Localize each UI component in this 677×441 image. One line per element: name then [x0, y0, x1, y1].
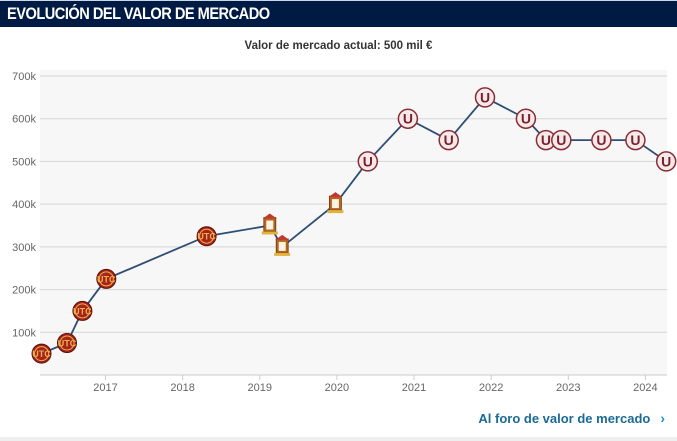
crest-letter: U [363, 153, 373, 169]
gridlines [40, 75, 667, 333]
forum-link-label: Al foro de valor de mercado [478, 410, 651, 426]
x-tick-label: 2020 [325, 382, 349, 394]
crest-ring [199, 228, 215, 244]
data-point[interactable]: U [515, 108, 537, 129]
section-header: Evolución del valor de mercado [0, 0, 677, 27]
crest-ring [98, 271, 114, 287]
x-tick-label: 2023 [556, 382, 580, 394]
universitario-crest-icon [438, 129, 459, 151]
crest-window [266, 220, 274, 230]
crest-letter: U [444, 132, 454, 148]
crest-letters: UTC [32, 349, 51, 359]
data-point[interactable]: U [397, 108, 419, 129]
crest-window [278, 241, 286, 251]
data-point[interactable] [261, 213, 278, 235]
y-tick-label: 200k [12, 285, 36, 297]
y-tick-label: 300k [12, 242, 36, 254]
current-market-value: Valor de mercado actual: 500 mil € [244, 40, 433, 52]
data-point[interactable]: U [591, 129, 612, 151]
crest-letter: U [556, 132, 566, 148]
crest-letters: UTC [197, 232, 216, 242]
x-tick-label: 2024 [633, 382, 657, 394]
data-point[interactable]: UTC [196, 226, 217, 247]
crest-roof [262, 213, 277, 219]
y-axis: 100k 200k 300k 400k 500k 600k 700k [12, 71, 36, 339]
data-point[interactable]: U [655, 151, 677, 172]
crest-letter: U [630, 132, 640, 148]
x-tick-label: 2021 [402, 382, 426, 394]
crest-base [274, 252, 291, 256]
data-point[interactable] [274, 234, 291, 256]
crest-ring [59, 335, 75, 351]
crest-letter: U [403, 111, 413, 127]
data-point[interactable]: U [625, 129, 646, 151]
y-tick-label: 700k [12, 71, 36, 83]
plot-background [40, 70, 667, 375]
data-point[interactable]: UTC [96, 268, 117, 289]
x-axis: 2017 2018 2019 2020 2021 2022 2023 2024 [40, 374, 667, 394]
universitario-crest-icon [655, 151, 677, 172]
data-point[interactable]: U [438, 129, 459, 151]
crest-ring [74, 303, 90, 319]
crest-letters: UTC [58, 339, 77, 349]
crest-letter: U [521, 111, 531, 127]
crest-letter: U [541, 132, 551, 148]
y-tick-label: 600k [12, 114, 36, 126]
universitario-crest-icon [625, 129, 646, 151]
data-point[interactable]: U [357, 151, 379, 172]
y-tick-label: 400k [12, 199, 36, 211]
data-point[interactable]: U [551, 129, 572, 151]
crest-base [261, 231, 278, 235]
crest-window [331, 199, 339, 209]
x-tick-label: 2017 [93, 382, 117, 394]
universitario-crest-icon [474, 87, 496, 108]
x-tick-label: 2022 [479, 382, 503, 394]
data-point[interactable]: UTC [31, 343, 52, 364]
data-point[interactable]: U [474, 87, 496, 108]
data-point[interactable]: UTC [57, 333, 77, 353]
crest-letters: UTC [73, 306, 92, 316]
crest-roof [275, 234, 290, 240]
x-tick-label: 2018 [170, 382, 194, 394]
universitario-crest-icon [515, 108, 537, 129]
data-point[interactable] [327, 192, 344, 214]
data-point[interactable]: UTC [72, 300, 93, 321]
crest-ring [34, 346, 49, 362]
crest-roof [328, 192, 343, 198]
crest-base [327, 210, 344, 214]
crest-letter: U [596, 132, 606, 148]
crest-letters: UTC [97, 274, 116, 284]
crest-letter: U [480, 89, 490, 105]
x-tick-label: 2019 [248, 382, 272, 394]
universitario-crest-icon [397, 108, 419, 129]
universitario-crest-icon [551, 129, 572, 151]
y-tick-label: 500k [12, 156, 36, 168]
bottom-divider [0, 437, 677, 441]
market-value-forum-link[interactable]: Al foro de valor de mercado › [478, 410, 665, 426]
universitario-crest-icon [357, 151, 379, 172]
crest-letter: U [661, 153, 671, 169]
universitario-crest-icon [591, 129, 612, 151]
section-title: Evolución del valor de mercado [7, 4, 270, 23]
chevron-right-icon: › [660, 410, 665, 426]
y-tick-label: 100k [12, 327, 36, 339]
